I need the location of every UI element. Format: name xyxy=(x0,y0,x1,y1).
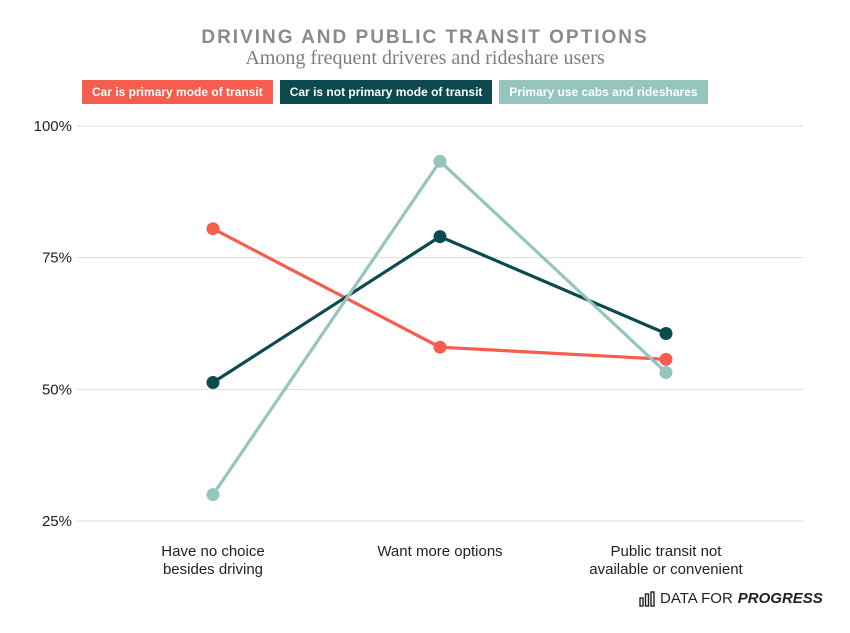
chart-subtitle: Among frequent driveres and rideshare us… xyxy=(245,47,605,69)
y-tick-label: 75% xyxy=(42,250,72,267)
data-point xyxy=(433,154,447,168)
bar-chart-icon xyxy=(639,590,655,607)
legend: Car is primary mode of transit Car is no… xyxy=(82,80,708,104)
data-point xyxy=(659,352,673,366)
brand-logo: DATA FOR PROGRESS xyxy=(639,590,823,607)
series-line xyxy=(211,159,668,497)
data-point xyxy=(659,327,673,341)
x-tick-label: Want more options xyxy=(377,543,502,560)
brand-strong: PROGRESS xyxy=(737,590,823,607)
y-tick-label: 50% xyxy=(42,381,72,398)
chart-title: DRIVING AND PUBLIC TRANSIT OPTIONS xyxy=(201,27,649,48)
data-point xyxy=(433,230,447,244)
y-tick-label: 25% xyxy=(42,513,72,530)
data-point xyxy=(206,222,220,236)
data-point xyxy=(206,375,220,389)
data-point xyxy=(206,488,220,502)
legend-item-car-primary: Car is primary mode of transit xyxy=(82,80,273,104)
data-point xyxy=(433,340,447,354)
data-point xyxy=(659,365,673,379)
x-tick-label: Have no choice besides driving xyxy=(161,543,264,578)
y-tick-label: 100% xyxy=(34,118,72,135)
x-tick-label: Public transit not available or convenien… xyxy=(589,543,743,578)
legend-item-car-not-primary: Car is not primary mode of transit xyxy=(279,80,493,104)
legend-item-cabs-rideshares: Primary use cabs and rideshares xyxy=(499,80,708,104)
brand-prefix: DATA FOR xyxy=(660,590,733,607)
